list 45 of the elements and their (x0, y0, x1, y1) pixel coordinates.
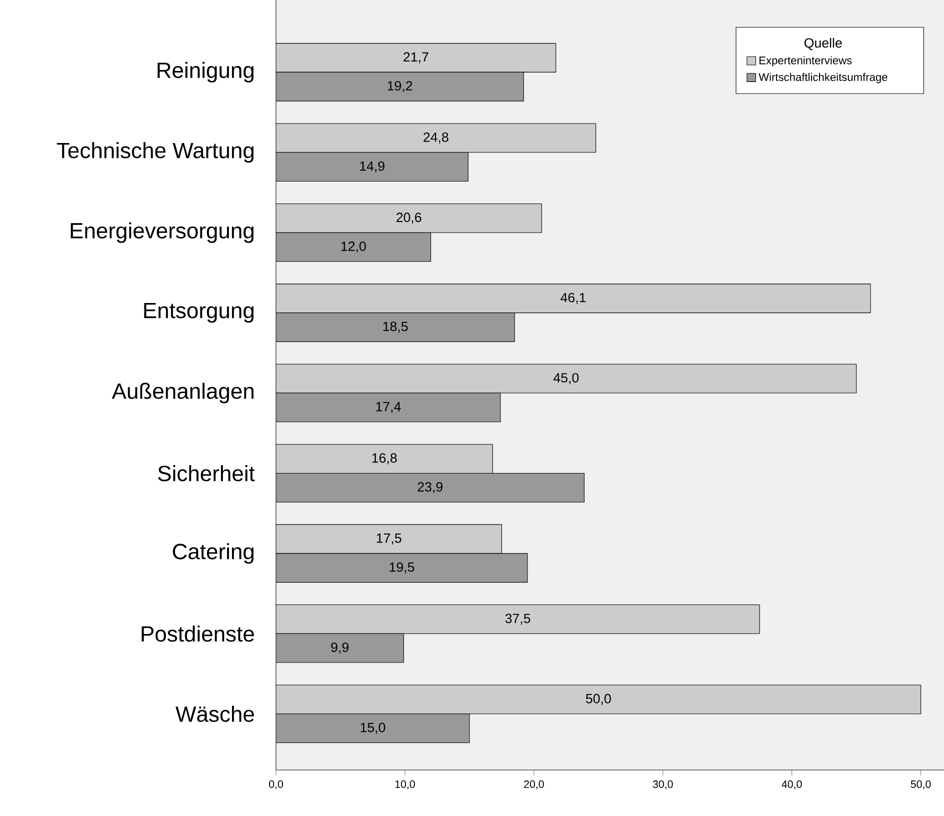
bar (276, 553, 528, 583)
data-label: 16,8 (372, 453, 397, 464)
legend-title: Quelle (804, 38, 842, 50)
x-tick-label: 30,0 (652, 780, 673, 790)
x-tick-label: 10,0 (395, 780, 415, 790)
y-tick-label: Postdienste (142, 626, 254, 642)
data-label: 21,7 (404, 52, 428, 64)
data-label: 14,9 (360, 161, 384, 172)
bar (276, 714, 470, 744)
data-label: 50,0 (586, 694, 611, 705)
legend-label: Experteninterviews (760, 56, 852, 67)
x-tick-label: 0,0 (269, 780, 284, 790)
data-label: 17,4 (376, 402, 401, 413)
data-label: 9,9 (331, 642, 348, 654)
y-tick-label: Energieversorgung (70, 222, 254, 243)
data-label: 19,2 (388, 81, 412, 92)
data-label: 19,5 (390, 562, 414, 574)
y-tick-label: Außenanlagen (112, 382, 254, 404)
x-tick-label: 20,0 (524, 780, 544, 790)
data-label: 46,1 (560, 292, 586, 304)
bar (276, 232, 432, 262)
bar (276, 152, 468, 182)
data-label: 12,0 (341, 242, 366, 253)
data-label: 17,5 (376, 534, 402, 544)
bar (276, 72, 524, 102)
data-label: 18,5 (383, 322, 408, 333)
bar (276, 472, 584, 502)
y-tick-label: Entsorgung (144, 302, 254, 323)
x-tick-label: 40,0 (782, 780, 802, 790)
x-tick-label: 50,0 (910, 780, 931, 790)
data-label: 23,9 (418, 482, 442, 494)
legend-label: Wirtschaftlichkeitsumfrage (758, 72, 888, 84)
data-label: 15,0 (360, 722, 386, 734)
y-tick-label: Sicherheit (158, 465, 255, 482)
bar (276, 312, 515, 342)
bar (276, 392, 501, 422)
y-tick-label: Catering (172, 543, 254, 564)
data-label: 24,8 (424, 132, 448, 144)
data-label: 37,5 (505, 614, 530, 625)
y-tick-label: Technische Wartung (56, 142, 254, 163)
bar (276, 633, 404, 663)
y-tick-label: Wäsche (176, 706, 254, 722)
y-tick-label: Reinigung (158, 62, 254, 82)
data-label: 45,0 (554, 373, 579, 384)
data-label: 20,6 (396, 212, 422, 224)
